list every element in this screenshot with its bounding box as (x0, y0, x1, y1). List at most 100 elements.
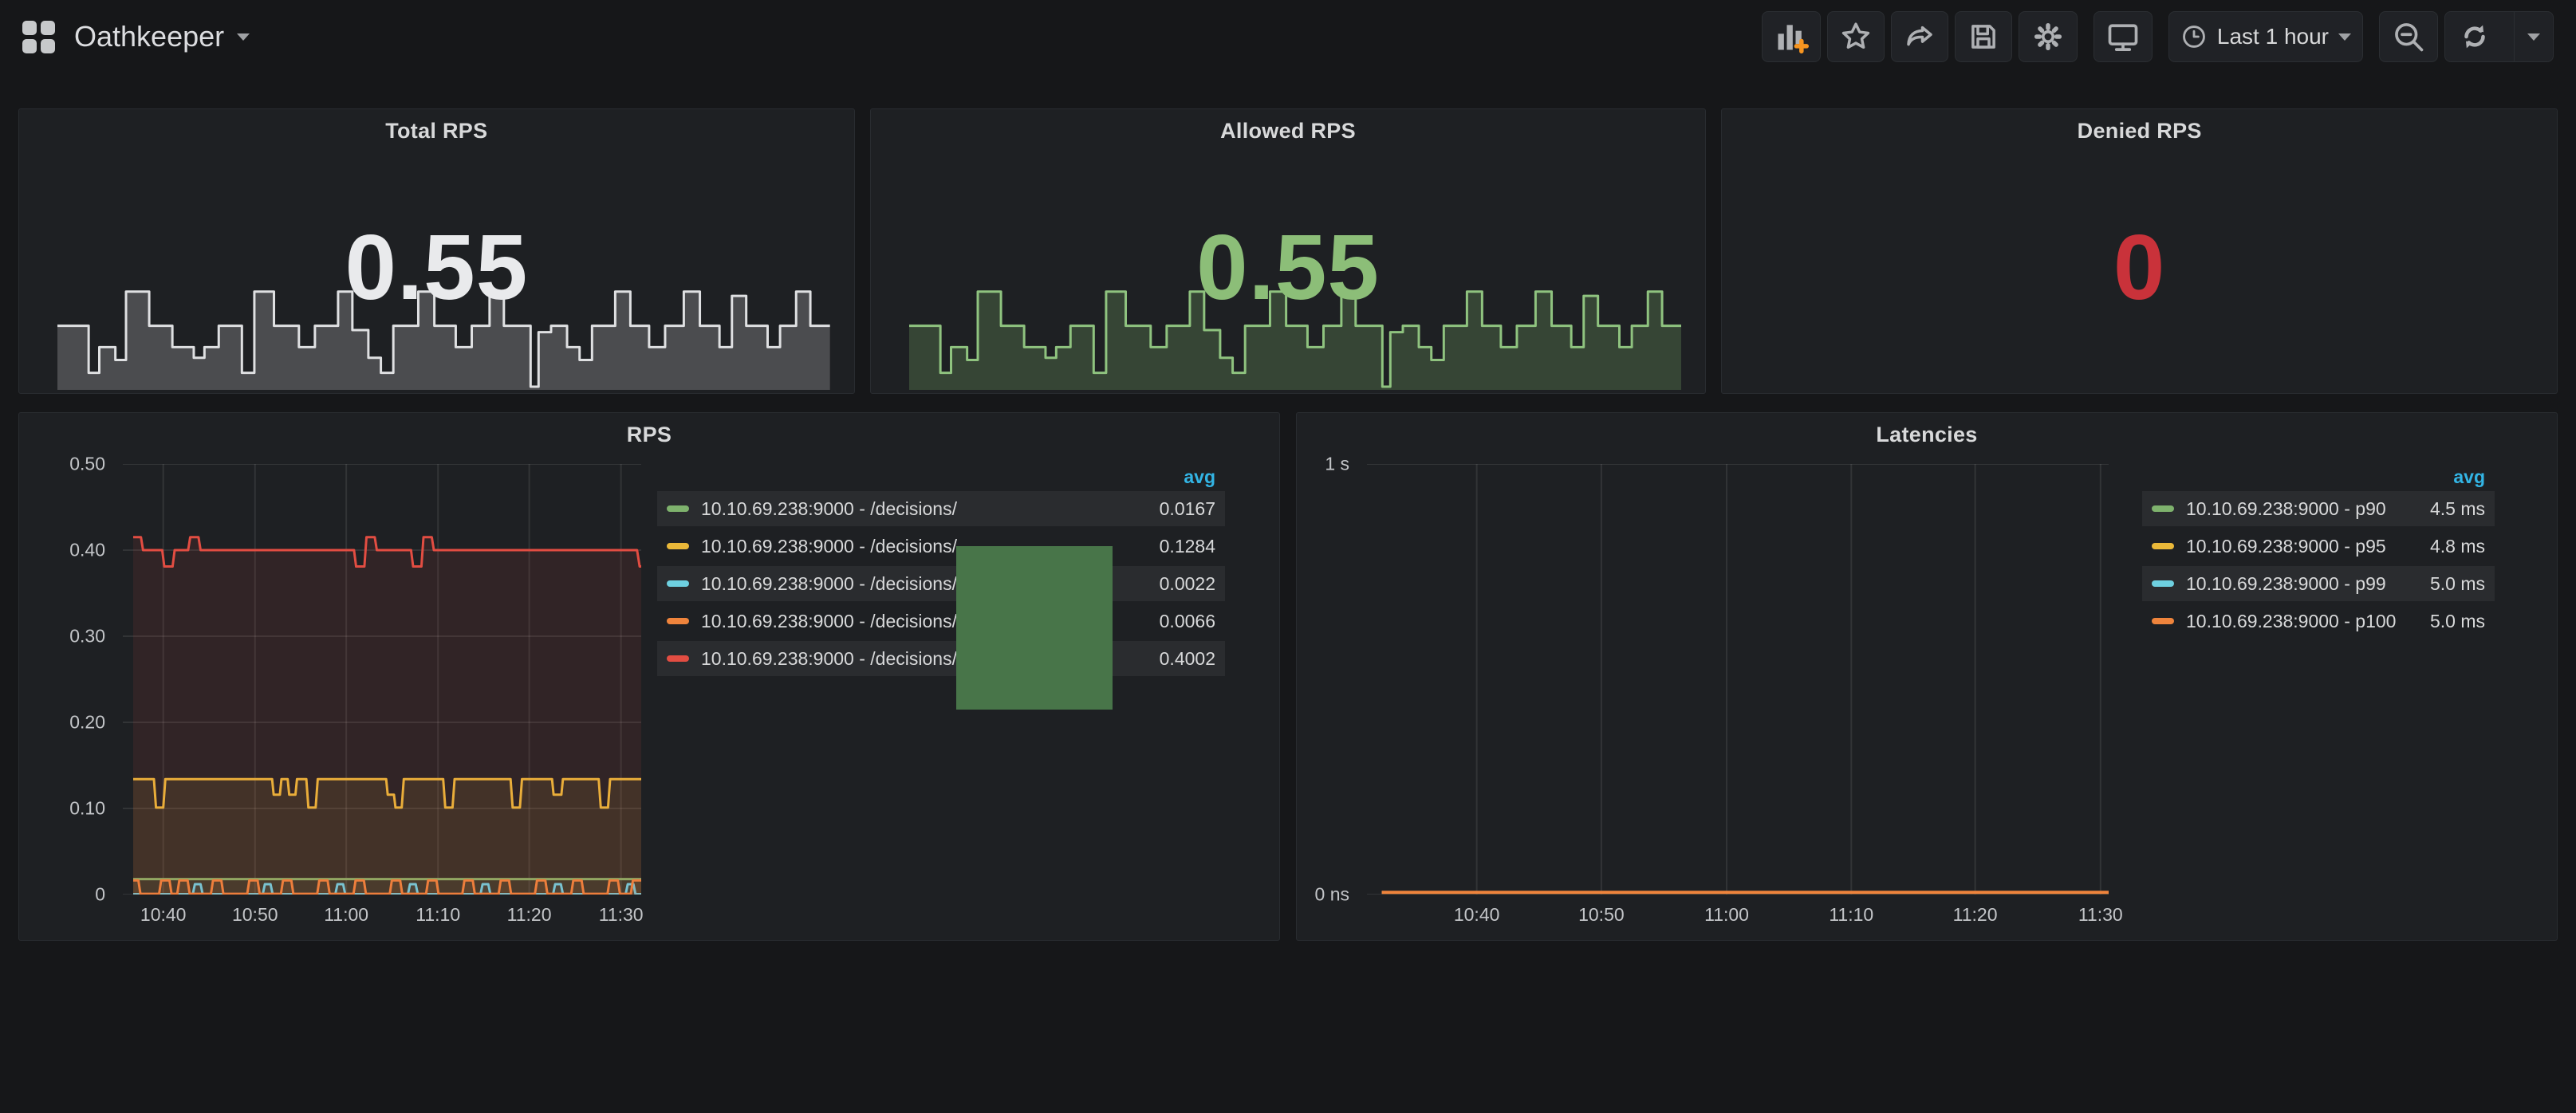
legend-row[interactable]: 10.10.69.238:9000 - /decisions/0.0167 (657, 491, 1225, 526)
y-axis: 0 ns 1 s (1303, 454, 1357, 905)
chevron-down-icon (2527, 33, 2540, 41)
series-avg-value: 4.5 ms (2429, 498, 2485, 519)
series-color-icon[interactable] (667, 655, 689, 662)
dashboard-title: Oathkeeper (74, 20, 225, 53)
y-tick-label: 0 ns (1314, 883, 1349, 905)
x-axis: 10:40 10:50 11:00 11:10 11:20 11:30 (1367, 899, 2123, 926)
sparkline (908, 283, 1682, 390)
legend-row[interactable]: 10.10.69.238:9000 - p95 4.8 ms (2142, 529, 2495, 564)
logo-square (22, 38, 37, 53)
zoom-out-button[interactable] (2379, 11, 2438, 62)
panel-title[interactable]: Denied RPS (2077, 119, 2202, 143)
legend-row[interactable]: 10.10.69.238:9000 - /decisions/0.0066 (657, 604, 1225, 639)
cycle-view-button[interactable] (2093, 11, 2153, 62)
series-color-icon[interactable] (667, 543, 689, 549)
series-avg-value: 5.0 ms (2429, 572, 2485, 594)
logo-square (41, 38, 55, 53)
chevron-down-icon (237, 33, 250, 41)
color-overlay-box (956, 546, 1113, 710)
panel-rps-graph: RPS 0 0.10 0.20 0.30 0.40 0.50 10:40 10:50 11:0… (18, 412, 1280, 941)
chevron-down-icon (2338, 33, 2351, 41)
x-tick-label: 11:20 (506, 904, 552, 925)
series-name[interactable]: 10.10.69.238:9000 - /decisions/ (701, 535, 957, 556)
legend-row[interactable]: 10.10.69.238:9000 - /decisions/0.0022 (657, 566, 1225, 601)
y-tick-label: 0.10 (69, 797, 105, 819)
series-name[interactable]: 10.10.69.238:9000 - /decisions/ (701, 572, 957, 594)
legend-row[interactable]: 10.10.69.238:9000 - p90 4.5 ms (2142, 491, 2495, 526)
y-tick-label: 0.40 (69, 539, 105, 560)
stat-value: 0 (2113, 215, 2166, 319)
navbar: Oathkeeper (0, 0, 2576, 73)
series-name[interactable]: 10.10.69.238:9000 - /decisions/ (701, 610, 957, 631)
series-avg-value: 0.4002 (1159, 647, 1215, 669)
panel-allowed-rps: Allowed RPS 0.55 (869, 108, 1707, 394)
series-color-icon[interactable] (667, 505, 689, 512)
legend-row[interactable]: 10.10.69.238:9000 - p99 5.0 ms (2142, 566, 2495, 601)
series-color-icon[interactable] (2152, 580, 2174, 587)
legend-avg-header[interactable]: avg (1184, 466, 1215, 487)
series-name[interactable]: 10.10.69.238:9000 - p100 (2186, 610, 2397, 631)
time-range-label: Last 1 hour (2216, 24, 2329, 49)
legend-row[interactable]: 10.10.69.238:9000 - /decisions/0.4002 (657, 641, 1225, 676)
refresh-interval-dropdown[interactable] (2514, 12, 2553, 61)
add-panel-button[interactable] (1761, 11, 1821, 62)
panel-title[interactable]: RPS (626, 423, 672, 446)
logo-square (41, 20, 55, 35)
x-tick-label: 11:10 (1829, 904, 1874, 925)
star-button[interactable] (1826, 11, 1885, 62)
series-color-icon[interactable] (667, 580, 689, 587)
x-tick-label: 10:50 (1578, 904, 1625, 925)
settings-button[interactable] (2018, 11, 2078, 62)
save-icon (1971, 25, 1995, 49)
x-tick-label: 10:40 (140, 904, 187, 925)
x-tick-label: 11:00 (1704, 904, 1749, 925)
series-name[interactable]: 10.10.69.238:9000 - /decisions/ (701, 647, 957, 669)
series-name[interactable]: 10.10.69.238:9000 - p95 (2186, 535, 2386, 556)
legend-row[interactable]: 10.10.69.238:9000 - /decisions/0.1284 (657, 529, 1225, 564)
series-avg-value: 5.0 ms (2429, 610, 2485, 631)
save-button[interactable] (1954, 11, 2012, 62)
x-tick-label: 10:40 (1453, 904, 1500, 925)
sparkline (57, 283, 830, 390)
x-tick-label: 11:30 (2078, 904, 2123, 925)
gear-icon (2034, 22, 2062, 51)
stat-value: 0.55 (345, 215, 529, 319)
series-color-icon[interactable] (2152, 618, 2174, 624)
x-tick-label: 10:50 (231, 904, 278, 925)
graph-panel-row: RPS 0 0.10 0.20 0.30 0.40 0.50 10:40 10:50 11:0… (18, 412, 2558, 941)
plot-area[interactable] (1367, 464, 2109, 895)
refresh-button[interactable] (2445, 12, 2504, 61)
y-tick-label: 0.20 (69, 711, 105, 733)
time-range-picker[interactable]: Last 1 hour (2168, 11, 2363, 62)
panel-title[interactable]: Allowed RPS (1220, 119, 1356, 143)
dashboard-title-dropdown[interactable]: Oathkeeper (74, 20, 250, 53)
refresh-icon (2464, 25, 2485, 49)
grafana-logo-icon[interactable] (22, 20, 55, 53)
x-tick-label: 11:30 (598, 904, 644, 925)
stat-value: 0.55 (1196, 215, 1380, 319)
share-icon (1907, 26, 1932, 46)
legend-avg-header[interactable]: avg (2453, 466, 2485, 487)
panel-total-rps: Total RPS 0.55 (18, 108, 855, 394)
y-tick-label: 1 s (1325, 453, 1349, 474)
add-panel-icon (1778, 25, 1809, 54)
legend-row[interactable]: 10.10.69.238:9000 - p100 5.0 ms (2142, 604, 2495, 639)
series-color-icon[interactable] (667, 618, 689, 624)
series-color-icon[interactable] (2152, 505, 2174, 512)
series-name[interactable]: 10.10.69.238:9000 - /decisions/ (701, 498, 957, 519)
series-avg-value: 0.1284 (1159, 535, 1215, 556)
plot-area[interactable] (123, 464, 641, 895)
series-avg-value: 0.0066 (1159, 610, 1215, 631)
panel-title[interactable]: Total RPS (385, 119, 488, 143)
legend: avg 10.10.69.238:9000 - /decisions/0.0167… (657, 462, 1225, 678)
panel-latencies-graph: Latencies 0 ns 1 s 10:40 10:50 11:00 11:10 11… (1296, 412, 2558, 941)
x-tick-label: 11:20 (1952, 904, 1998, 925)
panel-title[interactable]: Latencies (1876, 423, 1978, 446)
series-color-icon[interactable] (2152, 543, 2174, 549)
monitor-icon (2108, 24, 2138, 51)
series-name[interactable]: 10.10.69.238:9000 - p99 (2186, 572, 2386, 594)
legend: avg 10.10.69.238:9000 - p90 4.5 ms 10.10.69… (2142, 462, 2495, 641)
series-name[interactable]: 10.10.69.238:9000 - p90 (2186, 498, 2386, 519)
share-button[interactable] (1890, 11, 1948, 62)
logo-square (22, 20, 37, 35)
